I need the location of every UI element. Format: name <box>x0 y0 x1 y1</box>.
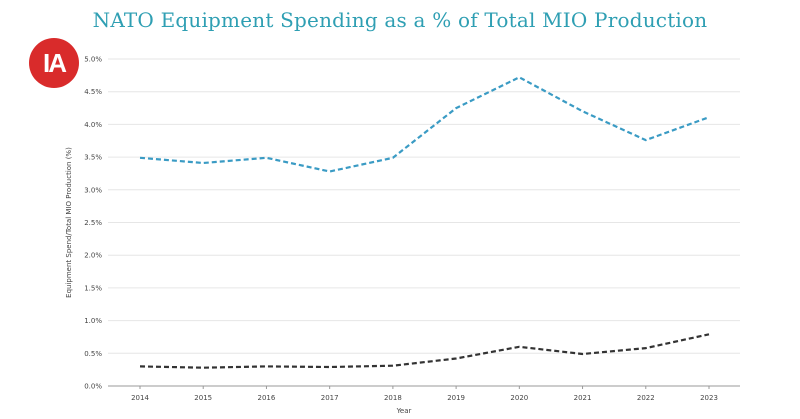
y-tick-label: 1.5% <box>84 284 102 292</box>
x-tick-label: 2014 <box>131 394 149 402</box>
grid-layer <box>108 58 740 354</box>
y-axis-label: Equipment Spend/Total MIO Production (%) <box>65 147 73 298</box>
series-line-upper <box>139 76 710 173</box>
x-tick-label: 2015 <box>194 394 212 402</box>
x-tick-label: 2019 <box>447 394 465 402</box>
y-tick-label: 1.0% <box>84 317 102 325</box>
x-tick-label: 2023 <box>700 394 718 402</box>
x-axis-label: Year <box>396 407 412 415</box>
x-tick-label: 2016 <box>258 394 276 402</box>
y-tick-label: 3.0% <box>84 186 102 194</box>
x-tick-label: 2018 <box>384 394 402 402</box>
label-layer: 0.0% 0.5% 1.0% 1.5% 2.0% 2.5% 3.0% 3.5% 4.0% 4.5%… <box>65 56 718 416</box>
chart-title: NATO Equipment Spending as a % of Total … <box>92 8 708 32</box>
x-tick-label: 2022 <box>637 394 655 402</box>
y-tick-label: 3.5% <box>84 154 102 162</box>
y-tick-label: 0.0% <box>84 383 102 391</box>
y-tick-label: 4.0% <box>84 121 102 129</box>
y-tick-label: 2.0% <box>84 252 102 260</box>
x-tick-label: 2017 <box>321 394 339 402</box>
y-tick-label: 0.5% <box>84 350 102 358</box>
y-tick-label: 4.5% <box>84 88 102 96</box>
brand-logo: IA <box>29 38 79 88</box>
y-tick-label: 5.0% <box>84 56 102 64</box>
series-line-lower <box>139 333 710 369</box>
x-tick-label: 2021 <box>574 394 592 402</box>
y-tick-label: 2.5% <box>84 219 102 227</box>
x-tick-label: 2020 <box>510 394 528 402</box>
series-layer <box>139 76 710 369</box>
axis-layer <box>108 385 740 389</box>
